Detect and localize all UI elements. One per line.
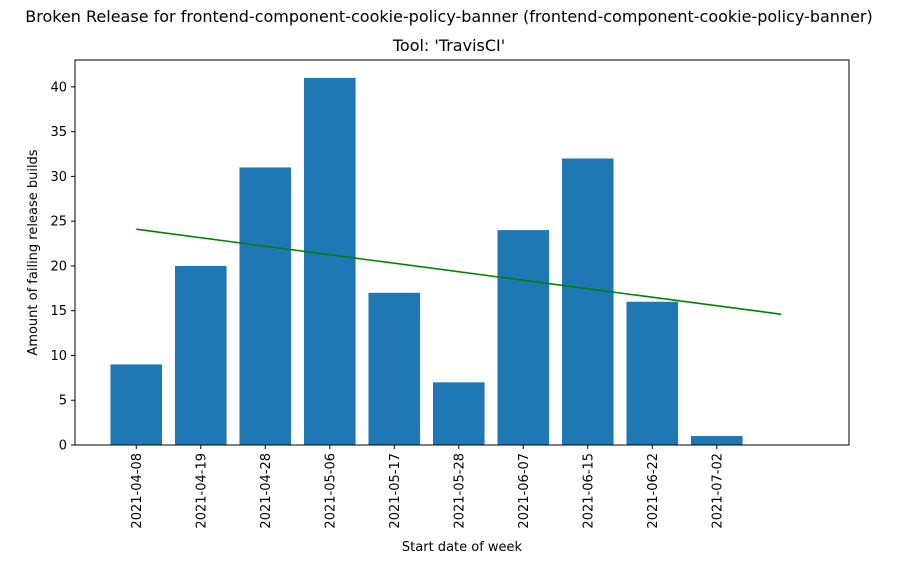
x-tick-label: 2021-06-15	[581, 453, 596, 529]
bar-2021-04-08	[110, 364, 163, 445]
trend-line	[136, 228, 782, 316]
bar-2021-05-28	[432, 382, 485, 445]
x-tick-label: 2021-06-07	[517, 453, 532, 529]
bar-2021-05-06	[303, 77, 356, 445]
bar-2021-05-17	[368, 292, 421, 445]
trend-group	[136, 228, 782, 316]
y-tick-label: 15	[50, 304, 67, 319]
plot-frame	[74, 59, 850, 446]
bar-2021-07-02	[690, 436, 743, 445]
x-tick-label: 2021-04-08	[130, 453, 145, 529]
y-axis-label: Amount of failing release builds	[26, 149, 41, 355]
y-tick-label: 40	[50, 80, 67, 95]
x-tick-label: 2021-05-28	[452, 453, 467, 529]
y-axis-ticks: 0 5 10 15 20 25 30 35 40	[50, 80, 75, 454]
y-tick-label: 20	[50, 259, 67, 274]
y-tick-label: 5	[59, 394, 67, 409]
y-tick-label: 30	[50, 170, 67, 185]
x-tick-label: 2021-04-19	[194, 453, 209, 529]
x-tick-label: 2021-07-02	[710, 453, 725, 529]
bar-2021-04-19	[174, 265, 227, 445]
bar-2021-06-22	[626, 301, 679, 445]
chart-subtitle: Tool: 'TravisCI'	[392, 36, 506, 55]
x-tick-label: 2021-06-22	[646, 453, 661, 529]
y-tick-label: 0	[59, 439, 67, 454]
x-tick-label: 2021-05-06	[323, 453, 338, 529]
y-tick-label: 10	[50, 349, 67, 364]
y-tick-label: 35	[50, 125, 67, 140]
bar-2021-04-28	[239, 167, 292, 445]
bar-2021-06-15	[561, 158, 614, 445]
x-tick-label: 2021-05-17	[388, 453, 403, 529]
x-tick-label: 2021-04-28	[259, 453, 274, 529]
bar-2021-06-07	[497, 230, 550, 445]
x-axis-ticks: 2021-04-08 2021-04-19 2021-04-28 2021-05-06…	[130, 445, 725, 529]
y-tick-label: 25	[50, 215, 67, 230]
x-axis-label: Start date of week	[402, 540, 523, 555]
chart-title: Broken Release for frontend-component-co…	[25, 7, 873, 26]
bars-group	[110, 77, 743, 445]
